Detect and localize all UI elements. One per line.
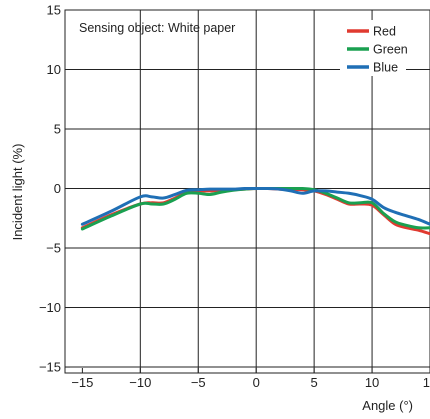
x-tick-label: 0 <box>253 375 260 390</box>
y-tick-label: 0 <box>54 181 61 196</box>
x-tick-label: −5 <box>191 375 206 390</box>
x-tick-label: −10 <box>129 375 151 390</box>
y-axis-title: Incident light (%) <box>10 144 25 241</box>
y-tick-label: −10 <box>39 300 61 315</box>
y-tick-label: −5 <box>46 241 61 256</box>
legend-label-red: Red <box>373 25 396 39</box>
y-tick-label: 15 <box>47 3 61 18</box>
series-layer <box>80 186 430 236</box>
legend: Red Green Blue <box>340 20 408 76</box>
x-axis-title: Angle (°) <box>362 398 413 413</box>
y-tick-label: 5 <box>54 122 61 137</box>
x-tick-label: −15 <box>71 375 93 390</box>
y-tick-label: −15 <box>39 360 61 375</box>
y-tick-label: 10 <box>47 62 61 77</box>
x-tick-label: 10 <box>365 375 379 390</box>
ticks: −15 −10 −5 0 5 10 15 15 10 5 0 −5 −10 −15 <box>39 3 430 390</box>
x-tick-label: 5 <box>311 375 318 390</box>
x-tick-label: 15 <box>423 375 430 390</box>
chart-annotation: Sensing object: White paper <box>79 21 235 35</box>
legend-label-blue: Blue <box>373 61 398 75</box>
series-line-blue <box>80 186 430 226</box>
legend-label-green: Green <box>373 43 408 57</box>
